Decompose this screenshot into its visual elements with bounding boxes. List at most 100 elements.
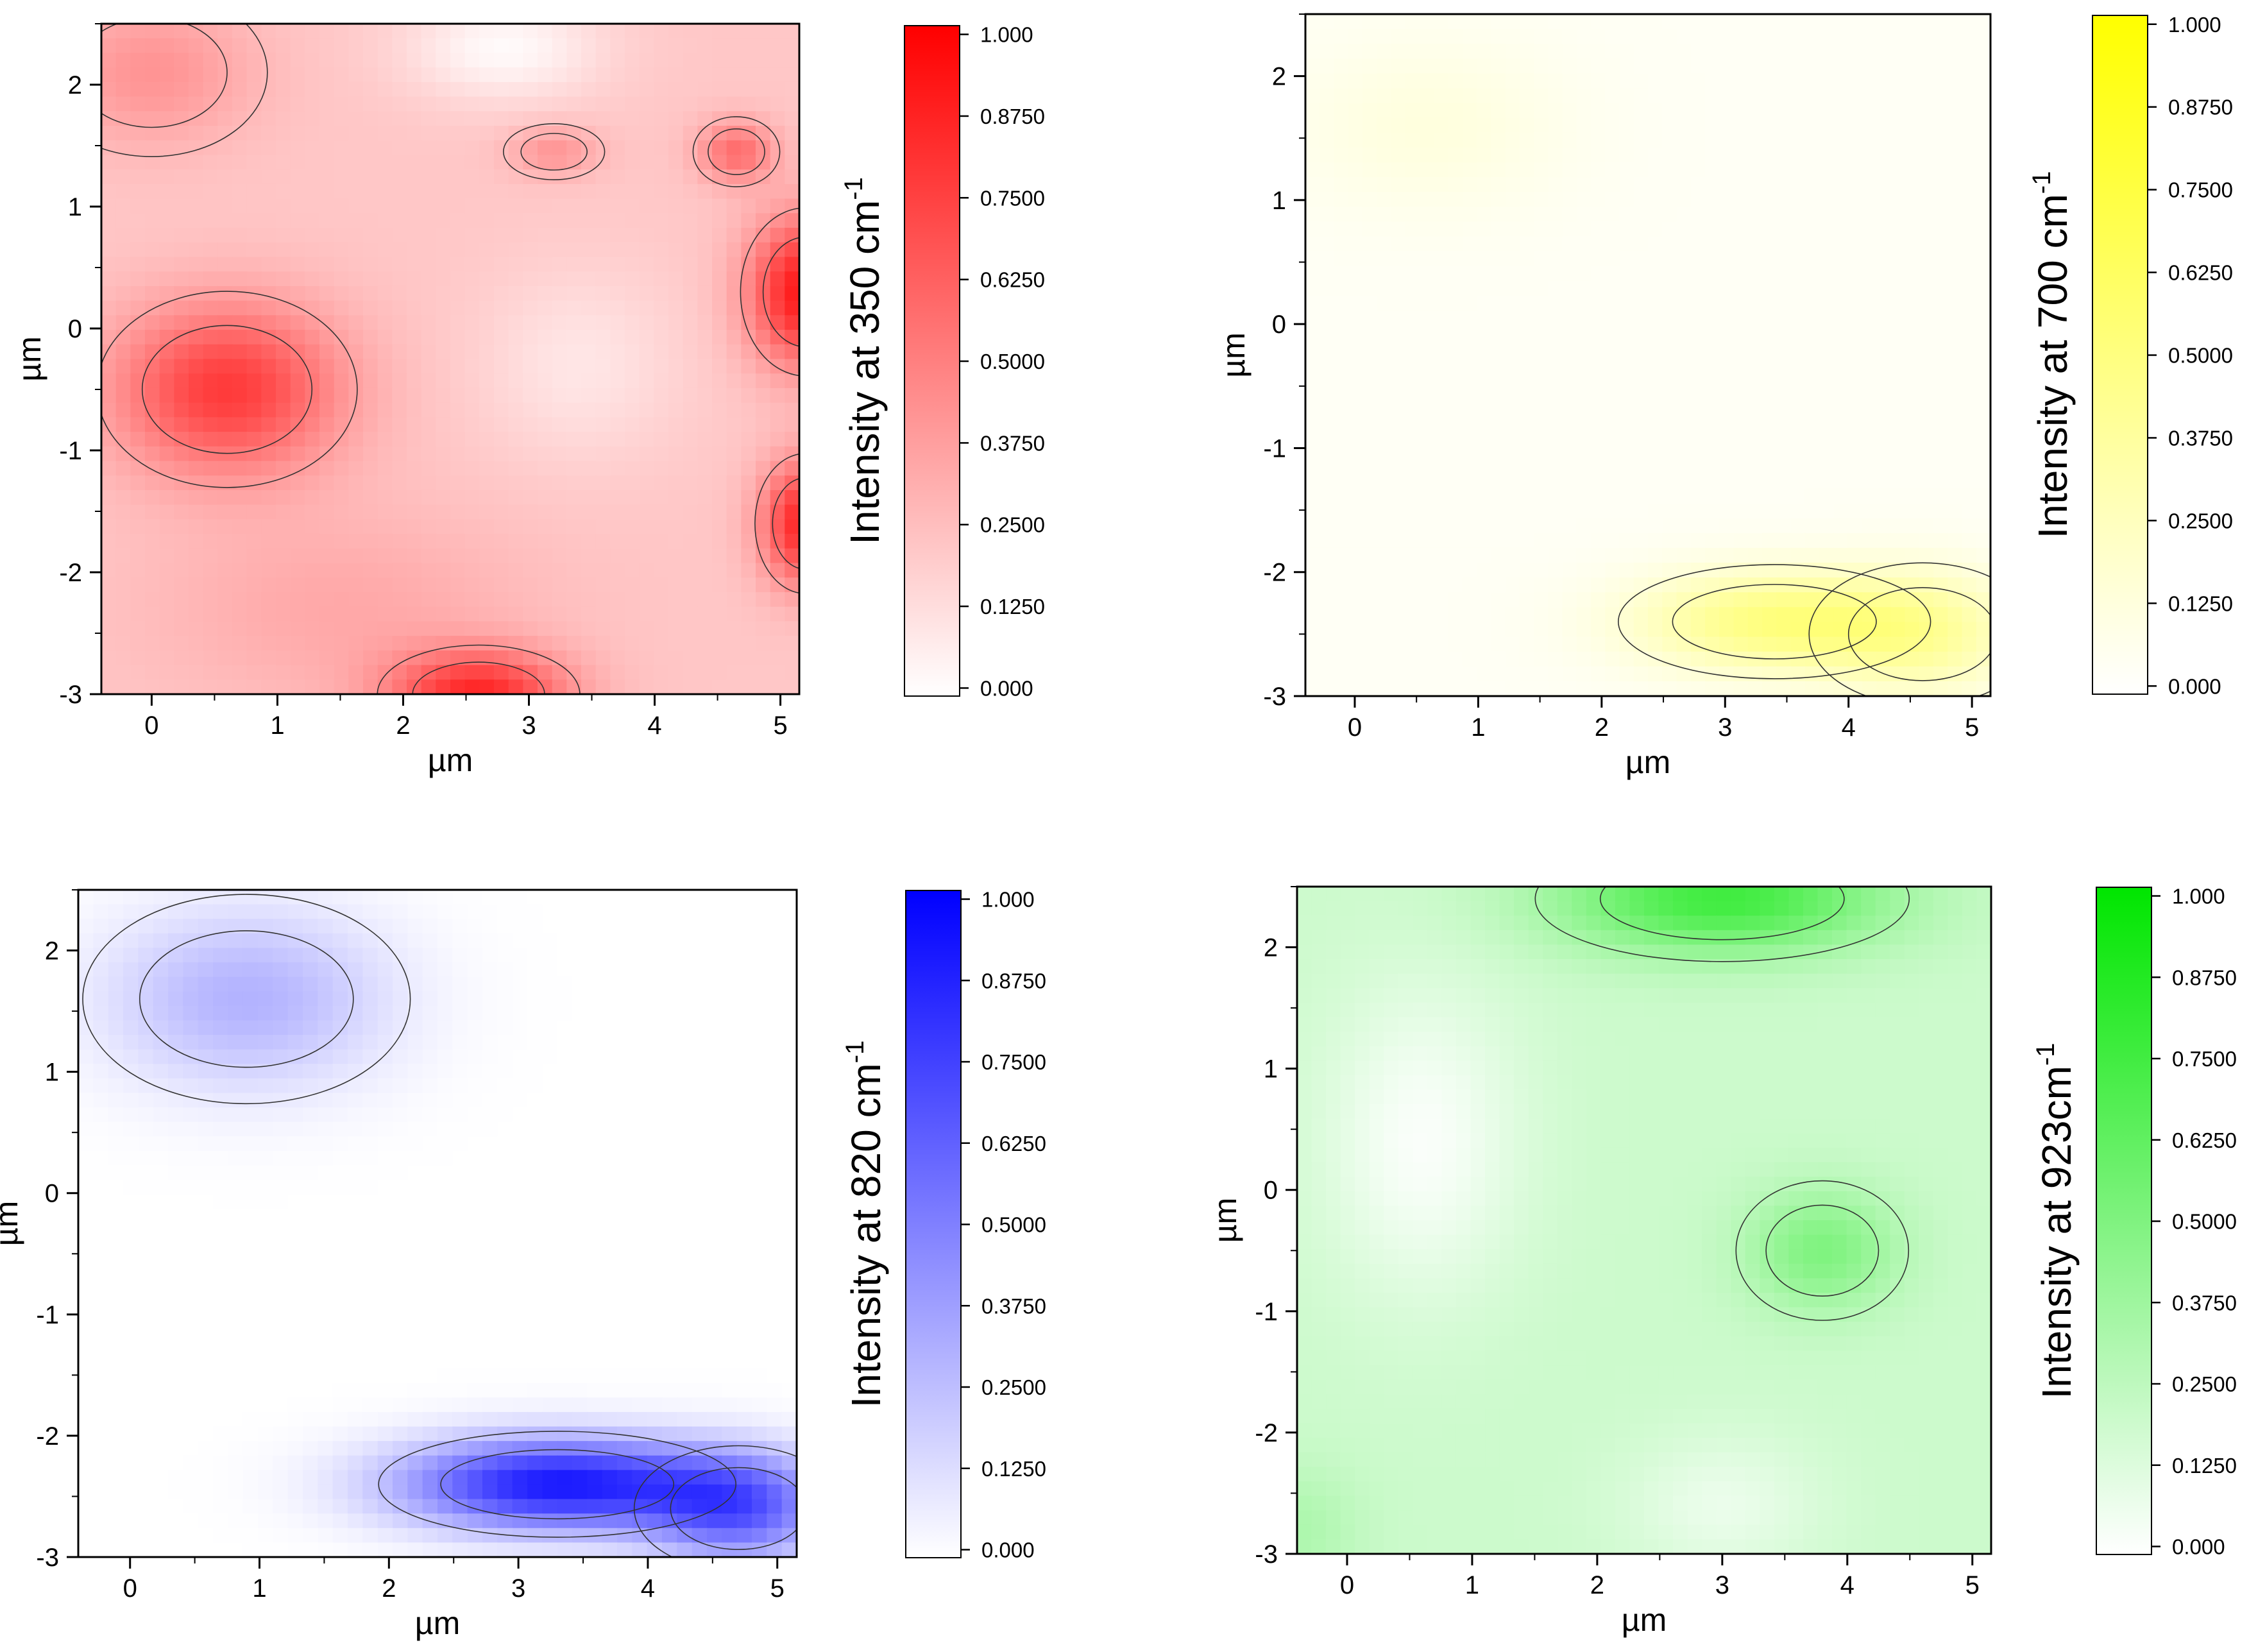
heatmap-cell xyxy=(407,650,422,666)
heatmap-cell xyxy=(1377,14,1392,30)
heatmap-cell xyxy=(1548,414,1563,430)
heatmap-cell xyxy=(1847,311,1863,327)
heatmap-cell xyxy=(377,271,393,287)
heatmap-cell xyxy=(174,432,189,447)
heatmap-cell xyxy=(1534,14,1549,30)
heatmap-cell xyxy=(319,592,335,608)
heatmap-cell xyxy=(677,933,693,949)
heatmap-cell xyxy=(273,1005,289,1021)
heatmap-cell xyxy=(595,548,611,564)
heatmap-cell xyxy=(1747,266,1763,282)
heatmap-cell xyxy=(1477,384,1492,400)
heatmap-cell xyxy=(697,461,713,477)
heatmap-cell xyxy=(203,183,219,200)
heatmap-cell xyxy=(1519,340,1534,356)
heatmap-cell xyxy=(1719,563,1735,578)
heatmap-cell xyxy=(1776,117,1792,133)
heatmap-cell xyxy=(334,563,350,579)
heatmap-cell xyxy=(683,242,699,258)
x-tick-label: 3 xyxy=(522,711,536,740)
heatmap-cell xyxy=(334,81,350,98)
heatmap-cell xyxy=(741,271,756,287)
heatmap-cell xyxy=(1320,280,1335,296)
heatmap-cell xyxy=(1305,103,1321,119)
heatmap-cell xyxy=(363,504,378,520)
heatmap-cell xyxy=(1804,592,1820,608)
heatmap-cell xyxy=(1648,14,1663,30)
heatmap-cell xyxy=(407,475,422,491)
heatmap-cell xyxy=(464,504,480,520)
heatmap-cell xyxy=(217,548,233,564)
heatmap-cell xyxy=(581,213,597,228)
heatmap-cell xyxy=(1705,44,1720,60)
heatmap-cell xyxy=(421,636,437,651)
heatmap-cell xyxy=(1905,429,1920,445)
heatmap-cell xyxy=(1548,29,1563,45)
heatmap-cell xyxy=(1833,473,1849,490)
heatmap-cell xyxy=(581,504,597,520)
heatmap-cell xyxy=(508,461,524,477)
heatmap-cell xyxy=(1962,532,1977,549)
heatmap-cell xyxy=(692,919,708,934)
heatmap-cell xyxy=(1976,296,1990,311)
heatmap-cell xyxy=(1534,355,1549,371)
heatmap-cell xyxy=(1819,681,1835,696)
heatmap-cell xyxy=(1847,681,1863,696)
heatmap-cell xyxy=(1420,192,1435,208)
heatmap-cell xyxy=(1919,355,1934,371)
heatmap-cell xyxy=(770,636,786,651)
heatmap-cell xyxy=(1690,592,1706,608)
heatmap-cell xyxy=(712,198,727,214)
heatmap-cell xyxy=(552,665,568,681)
heatmap-cell xyxy=(610,359,625,375)
heatmap-cell xyxy=(1534,325,1549,341)
heatmap-cell xyxy=(726,592,742,608)
heatmap-cell xyxy=(668,111,684,126)
heatmap-cell xyxy=(242,962,259,978)
heatmap-cell xyxy=(1633,103,1649,119)
heatmap-cell xyxy=(348,359,364,375)
heatmap-cell xyxy=(1519,58,1534,74)
heatmap-cell xyxy=(1348,355,1363,371)
heatmap-cell xyxy=(1391,384,1406,400)
heatmap-cell xyxy=(1462,459,1477,475)
heatmap-cell xyxy=(1405,473,1420,490)
heatmap-cell xyxy=(508,271,524,287)
heatmap-cell xyxy=(1605,325,1620,341)
heatmap-cell xyxy=(467,991,483,1007)
heatmap-cell xyxy=(174,344,189,360)
heatmap-cell xyxy=(508,548,524,564)
heatmap-cell xyxy=(246,183,262,200)
heatmap-cell xyxy=(1548,221,1563,237)
heatmap-cell xyxy=(276,183,291,200)
heatmap-cell xyxy=(1562,459,1577,475)
heatmap-cell xyxy=(1591,563,1606,578)
heatmap-cell xyxy=(1933,296,1949,311)
heatmap-cell xyxy=(1662,563,1677,578)
heatmap-cell xyxy=(276,461,291,477)
heatmap-cell xyxy=(595,650,611,666)
heatmap-cell xyxy=(1462,340,1477,356)
heatmap-cell xyxy=(138,1020,154,1035)
heatmap-cell xyxy=(494,344,509,360)
heatmap-cell xyxy=(450,285,466,302)
heatmap-cell xyxy=(770,169,786,185)
heatmap-cell xyxy=(334,650,350,666)
heatmap-cell xyxy=(174,417,189,432)
heatmap-cell xyxy=(595,38,611,54)
heatmap-cell xyxy=(276,665,291,681)
heatmap-cell xyxy=(1462,207,1477,223)
heatmap-cell xyxy=(174,519,189,534)
heatmap-cell xyxy=(479,53,495,68)
heatmap-cell xyxy=(1591,221,1606,237)
heatmap-cell xyxy=(1348,103,1363,119)
heatmap-cell xyxy=(130,461,146,477)
heatmap-cell xyxy=(159,475,175,491)
heatmap-cell xyxy=(305,81,320,98)
heatmap-cell xyxy=(1420,607,1435,623)
heatmap-cell xyxy=(1648,177,1663,193)
heatmap-cell xyxy=(1833,147,1849,163)
heatmap-cell xyxy=(232,53,248,68)
heatmap-cell xyxy=(595,257,611,272)
heatmap-cell xyxy=(377,461,393,477)
